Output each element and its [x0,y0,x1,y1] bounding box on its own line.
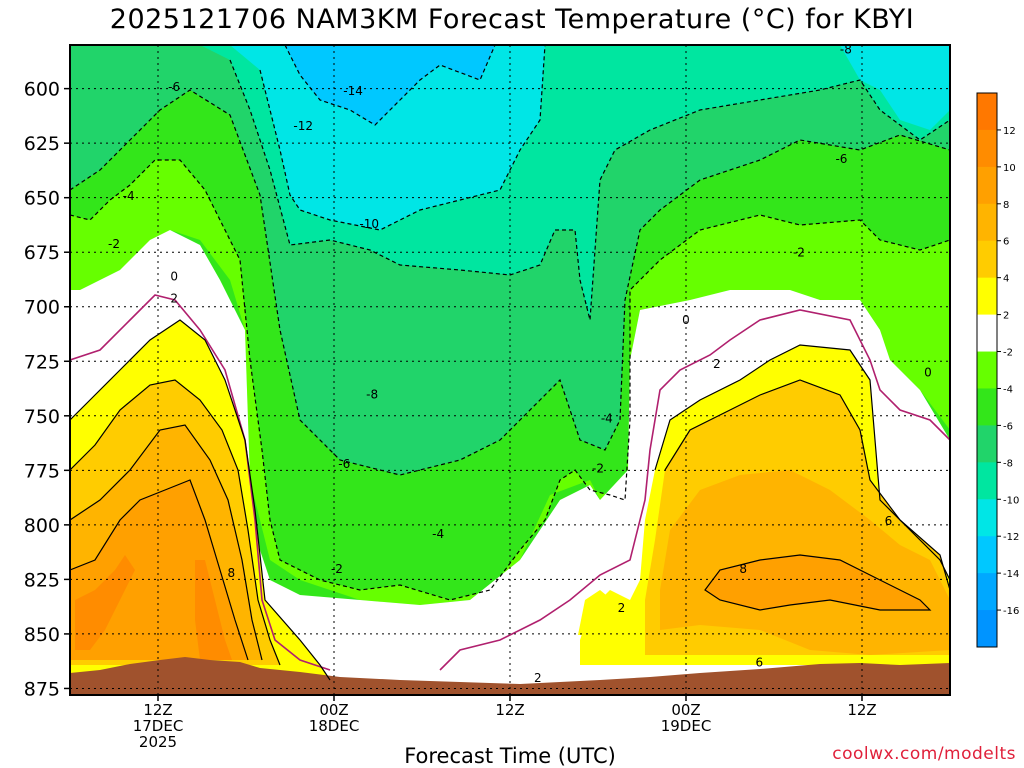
colorbar-label: -12 [1003,532,1019,543]
y-tick-label: 650 [24,188,60,210]
grid-lines [70,45,950,695]
colorbar-label: -14 [1003,569,1019,580]
contour-label: -2 [108,237,120,251]
contour-labels: -14 -12 -6 -4 -2 0 2 -10 -8 -6 -4 -2 8 -4 -2 2 2 0 2 -2 -6 -8… [108,43,932,685]
contour-label: 2 [534,671,542,685]
y-tick-label: 625 [24,133,60,155]
x-tick-label: 00Z [671,701,700,719]
contour-label: -6 [168,80,180,94]
colorbar-label: -2 [1003,348,1013,359]
contour-label: -8 [366,387,378,401]
colorbar-label: -6 [1003,421,1013,432]
chart-title: 2025121706 NAM3KM Forecast Temperature (… [109,4,915,35]
colorbar-swatch [977,462,997,500]
colorbar-label: -8 [1003,458,1013,469]
contour-lines [70,45,950,681]
colorbar-frame [976,92,998,648]
colorbar-swatch [977,314,997,353]
colorbar-label: 6 [1003,237,1009,248]
colorbar-swatch [977,388,997,426]
colorbar-label: 2 [1003,311,1009,322]
band-minus12 [230,45,545,230]
colorbar: 12 10 8 6 4 2 -2 -4 -6 -8 -10 -12 -14 -16 [976,92,1019,648]
contour-label: -8 [840,43,852,57]
contour-label: 2 [713,357,721,371]
x-tick-label: 00Z [319,701,348,719]
x-tick-label: 2025 [139,733,177,751]
y-axis: 600 625 650 675 700 725 750 775 800 825 850 875 [24,79,70,700]
band-minus14 [285,45,495,125]
colorbar-label: -4 [1003,384,1013,395]
y-tick-label: 600 [24,79,60,101]
colorbar-swatch [977,425,997,463]
contour-label: -4 [432,527,444,541]
y-tick-label: 800 [24,515,60,537]
x-tick-label: 18DEC [309,717,360,735]
contour-label: -4 [601,411,613,425]
y-tick-label: 750 [24,406,60,428]
colorbar-swatch [977,610,997,648]
band-minus12-right [840,45,950,130]
band-10-12-left2 [195,560,232,660]
colorbar-label: 8 [1003,200,1009,211]
band-8-10-right [705,555,930,610]
contour-label: -6 [835,152,847,166]
band-10-12-left [75,555,135,650]
x-tick-label: 12Z [495,701,524,719]
colorbar-swatch [977,573,997,611]
y-tick-label: 725 [24,351,60,373]
contour-label: 2 [170,291,178,305]
colorbar-swatch [977,129,997,168]
x-tick-label: 12Z [847,701,876,719]
colorbar-label: 10 [1003,163,1016,174]
contour-label: 2 [618,601,626,615]
terrain [70,657,950,695]
contour-label: -12 [293,119,313,133]
contour-label: -4 [123,189,135,203]
colorbar-swatch [977,536,997,574]
y-tick-label: 825 [24,569,60,591]
colorbar-swatch [977,203,997,242]
contour-label: -10 [359,217,379,231]
colorbar-swatch [977,499,997,537]
y-tick-label: 775 [24,460,60,482]
colorbar-swatch [977,240,997,279]
contour-label: -6 [338,457,350,471]
colorbar-swatch [977,351,997,389]
contour-label: 8 [739,562,747,576]
y-tick-label: 700 [24,297,60,319]
band-minus4-left [70,160,950,605]
x-axis-title: Forecast Time (UTC) [404,744,616,768]
colorbar-swatch [977,166,997,205]
colorbar-label: 12 [1003,126,1016,137]
contour-label: 0 [170,270,178,284]
x-tick-label: 19DEC [661,717,712,735]
band-yellow-mid [578,590,615,635]
contour-label: -14 [343,84,363,98]
colorbar-swatch [977,93,997,131]
x-tick-label: 12Z [143,701,172,719]
contour-label: 8 [228,566,236,580]
colorbar-label: -16 [1003,606,1019,617]
contour-label: -2 [331,562,343,576]
contour-label: 0 [924,366,932,380]
contour-label: 6 [885,514,893,528]
contour-label: 6 [756,656,764,670]
colorbar-swatch [977,277,997,316]
contour-label: 0 [682,313,690,327]
contour-label: -2 [592,462,604,476]
contour-label: -2 [793,246,805,260]
x-tick-label: 17DEC [133,717,184,735]
y-tick-label: 875 [24,678,60,700]
colorbar-label: -10 [1003,495,1019,506]
y-tick-label: 850 [24,624,60,646]
credit-text: coolwx.com/modelts [832,744,1016,764]
y-tick-label: 675 [24,242,60,264]
colorbar-label: 4 [1003,274,1009,285]
